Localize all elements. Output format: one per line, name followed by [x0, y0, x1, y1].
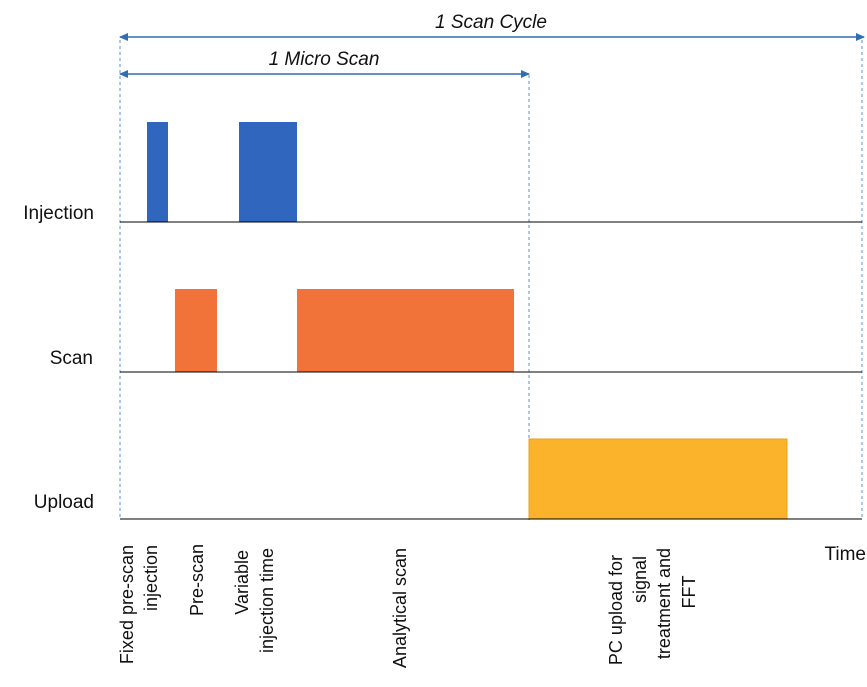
- phase-label-pc-upload-line3: treatment and: [654, 548, 674, 659]
- scan-bar-analytical: [297, 289, 514, 372]
- injection-bar-fixed-pre-scan: [147, 122, 168, 222]
- phase-label-variable-line1: Variable: [232, 550, 252, 615]
- injection-bar-variable: [239, 122, 297, 222]
- scan-cycle-label: 1 Scan Cycle: [435, 12, 547, 33]
- phase-label-fixed-pre-scan-line2: injection: [141, 545, 161, 611]
- scan-bar-pre-scan: [175, 289, 217, 372]
- row-label-scan: Scan: [50, 348, 93, 369]
- time-axis-label: Time: [824, 544, 866, 565]
- row-label-upload: Upload: [34, 492, 94, 513]
- phase-label-pre-scan: Pre-scan: [187, 544, 207, 616]
- upload-bar-pc-upload: [528, 438, 788, 520]
- phase-label-pc-upload-line1: PC upload for: [606, 555, 626, 665]
- row-label-injection: Injection: [23, 203, 94, 224]
- phase-label-fixed-pre-scan-line1: Fixed pre-scan: [117, 545, 137, 664]
- phase-label-pc-upload-line2: signal: [630, 556, 650, 603]
- phase-label-variable-line2: injection time: [257, 548, 277, 653]
- micro-scan-label: 1 Micro Scan: [269, 49, 380, 70]
- phase-label-analytical-scan: Analytical scan: [390, 548, 410, 668]
- phase-label-pc-upload-line4: FFT: [679, 576, 699, 609]
